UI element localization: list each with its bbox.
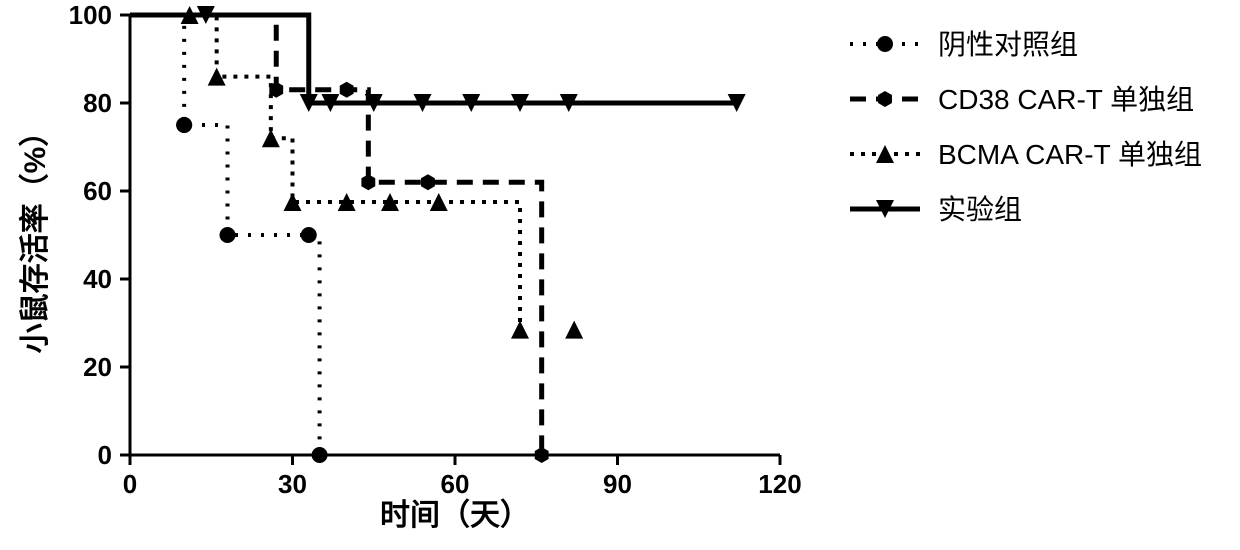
y-tick-label: 100: [69, 0, 112, 30]
legend-label-neg: 阴性对照组: [938, 29, 1078, 60]
y-tick-label: 20: [83, 352, 112, 382]
x-axis-title: 时间（天）: [380, 498, 530, 532]
x-tick-label: 90: [603, 469, 632, 499]
y-tick-label: 0: [98, 440, 112, 470]
series-cd38-line: [130, 15, 542, 455]
legend-label-cd38: CD38 CAR-T 单独组: [938, 84, 1194, 115]
series-bcma-line: [130, 15, 520, 330]
x-tick-label: 60: [441, 469, 470, 499]
legend-label-exp: 实验组: [938, 194, 1022, 225]
y-tick-label: 40: [83, 264, 112, 294]
legend-label-bcma: BCMA CAR-T 单独组: [938, 139, 1202, 170]
survival-chart: 0 30 60 90 120 0 20 40 60 80 100 时间（天） 小鼠存活率（%） 阴性对照组…: [0, 0, 1240, 550]
x-tick-label: 0: [123, 469, 137, 499]
y-tick-label: 80: [83, 88, 112, 118]
x-tick-label: 30: [278, 469, 307, 499]
x-tick-label: 120: [758, 469, 801, 499]
y-axis-title: 小鼠存活率（%）: [18, 117, 52, 354]
y-tick-label: 60: [83, 176, 112, 206]
series-exp-line: [130, 15, 737, 103]
